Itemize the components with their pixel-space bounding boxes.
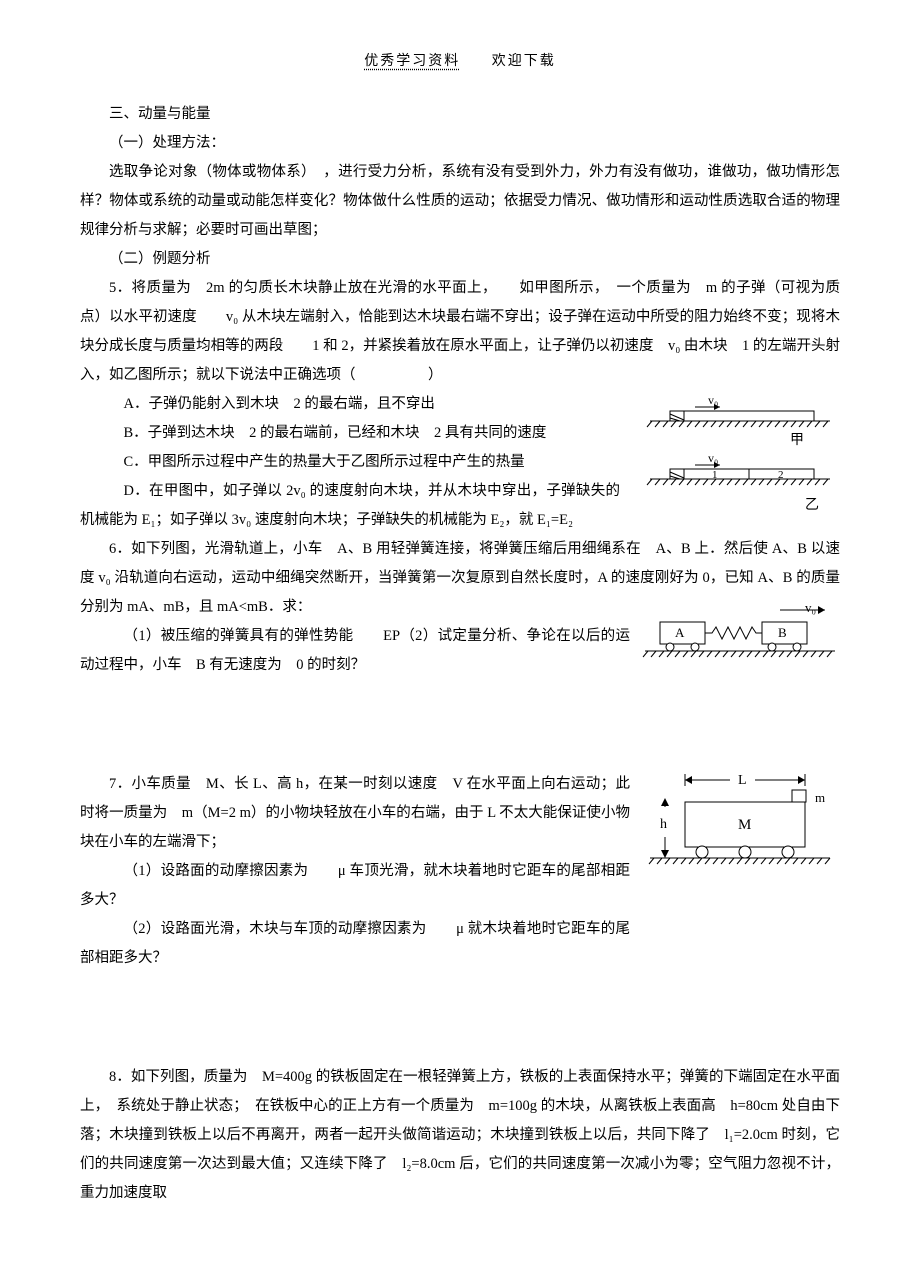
q6-sub1: （1）被压缩的弹簧具有的弹性势能 EP（2）试定量分析、争论在以后的运动过程中，… [80,622,630,680]
fig2-b-label: B [778,625,787,640]
q8-stem: 8．如下列图，质量为 M=400g 的铁板固定在一根轻弹簧上方，铁板的上表面保持… [80,1063,840,1208]
question-7-block: L m M [80,770,840,973]
question-6-block: 6．如下列图，光滑轨道上，小车 A、B 用轻弹簧连接，将弹簧压缩后用细绳系在 A… [80,535,840,680]
q5-option-a: A．子弹仍能射入到木块 2 的最右端，且不穿出 [80,390,620,419]
subsection-1: （一）处理方法： [80,129,840,158]
subsection-2: （二）例题分析 [80,245,840,274]
q5-option-d: D．在甲图中，如子弹以 2v₀ 的速度射向木块，并从木块中穿出，子弹缺失的机械能… [80,477,620,535]
fig2-v0-label: v₀ [805,600,816,615]
q5-stem: 5．将质量为 2m 的匀质长木块静止放在光滑的水平面上， 如甲图所示， 一个质量… [80,274,840,390]
question-5-block: 5．将质量为 2m 的匀质长木块静止放在光滑的水平面上， 如甲图所示， 一个质量… [80,274,840,535]
q5-option-b: B．子弹到达木块 2 的最右端前，已经和木块 2 具有共同的速度 [80,419,620,448]
fig3-bigm-label: M [738,817,751,833]
q7-stem: 7．小车质量 M、长 L、高 h，在某一时刻以速度 V 在水平面上向右运动；此时… [80,770,630,857]
fig3-h-label: h [660,817,667,832]
q7-sub1: （1）设路面的动摩擦因素为 μ 车顶光滑，就木块着地时它距车的尾部相距多大？ [80,857,630,915]
fig3-m-label: m [815,790,825,805]
fig1-jia-label: 甲 [790,433,804,448]
figure-1: v₀ 甲 v₀ [630,394,840,524]
q7-sub2: （2）设路面光滑，木块与车顶的动摩擦因素为 μ 就木块着地时它距车的尾部相距多大… [80,915,630,973]
figure-3: L m M [640,762,840,882]
fig3-l-label: L [738,773,747,788]
document-body: 三、动量与能量 （一）处理方法： 选取争论对象（物体或物体系） ，进行受力分析，… [80,100,840,1208]
paragraph-method: 选取争论对象（物体或物体系） ，进行受力分析，系统有没有受到外力，外力有没有做功… [80,158,840,245]
q5-option-c: C．甲图所示过程中产生的热量大于乙图所示过程中产生的热量 [80,448,620,477]
figure-2: v₀ A B [640,600,840,670]
header-right: 欢迎下载 [492,54,556,69]
fig1-v0-bot: v₀ [708,451,718,465]
section-title: 三、动量与能量 [80,100,840,129]
header-left: 优秀学习资料 [364,54,460,69]
fig2-a-label: A [675,625,685,640]
page-header: 优秀学习资料 欢迎下载 [80,50,840,70]
fig1-v0-top: v₀ [708,394,718,407]
fig1-yi-label: 乙 [805,497,819,513]
